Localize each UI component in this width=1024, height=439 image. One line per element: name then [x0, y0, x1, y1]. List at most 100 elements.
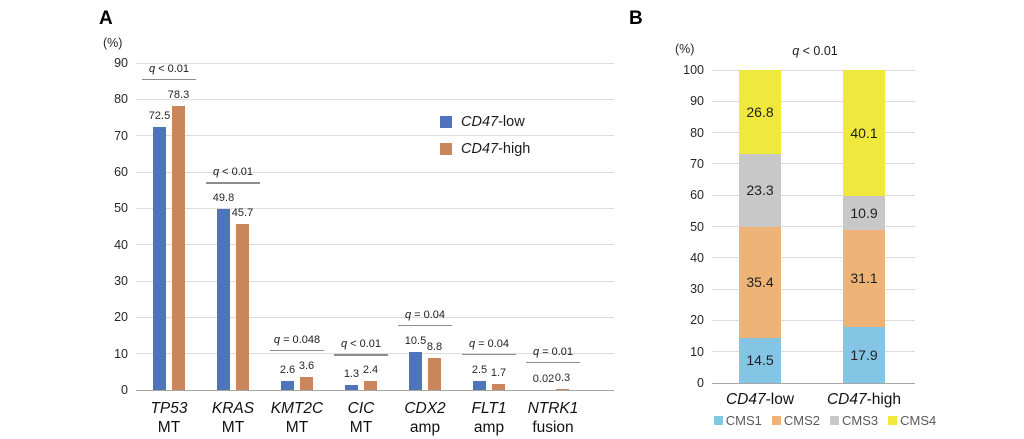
legend-item-cms3: CMS3	[830, 413, 878, 428]
gridline	[712, 382, 915, 384]
legend-label-cd47-low: CD47-low	[461, 114, 525, 130]
gridline	[712, 69, 915, 71]
bar-kras-cd47-high	[236, 223, 249, 390]
segment-value-label: 14.5	[746, 352, 774, 369]
y-tick-label: 0	[697, 376, 704, 390]
x-axis-label-gene: KMT2C	[270, 400, 324, 417]
y-tick-label: 50	[690, 219, 704, 234]
panel-b-y-axis-unit: (%)	[675, 42, 695, 56]
legend-label-cms4: CMS4	[900, 413, 937, 428]
legend-label-cd47-high: CD47-high	[461, 141, 531, 157]
x-axis-label-type: amp	[409, 419, 441, 436]
gridline	[136, 171, 614, 173]
significance-line	[334, 354, 388, 356]
gridline	[136, 316, 614, 318]
segment-cms1-cd47-high	[843, 326, 885, 383]
legend-swatch-cms4	[888, 416, 898, 425]
segment-value-label: 40.1	[850, 124, 878, 141]
panel-a-plot-area: 0 10 20 30 40 50 60 70 80 90 72.5 78.3 q < 0.01 TP53 M…	[114, 56, 614, 436]
segment-value-label: 35.4	[746, 274, 774, 291]
segment-value-label: 26.8	[746, 103, 774, 120]
y-tick-label: 90	[114, 56, 128, 70]
panel-a-label: A	[99, 8, 113, 29]
gridline	[712, 132, 915, 134]
gridline	[712, 163, 915, 165]
bar-value-label: 3.6	[298, 359, 315, 372]
legend-label-cms1: CMS1	[725, 413, 762, 428]
bar-cdx2-cd47-low	[409, 351, 422, 390]
significance-line	[142, 78, 196, 80]
bar-value-label: 72.5	[148, 109, 171, 122]
significance-line	[526, 361, 580, 364]
y-tick-label: 80	[690, 125, 704, 140]
x-axis-label: NTRK1 fusion	[505, 399, 601, 437]
x-axis-label-type: MT	[221, 419, 245, 436]
bar-value-label: 0.02	[532, 372, 555, 385]
segment-cms3-cd47-high	[843, 195, 885, 230]
y-tick-label: 90	[690, 94, 704, 109]
gridline	[136, 98, 614, 100]
gridline	[712, 226, 915, 227]
legend-swatch-cd47-low	[440, 116, 452, 128]
panel-a-y-axis-unit: (%)	[103, 36, 123, 50]
significance-label: q < 0.01	[212, 166, 254, 179]
significance-line	[270, 349, 324, 352]
significance-label: q = 0.01	[532, 345, 574, 358]
y-tick-label: 30	[690, 282, 704, 297]
significance-line	[398, 324, 452, 327]
y-tick-label: 10	[114, 346, 128, 361]
bar-kmt2c-cd47-high	[300, 376, 313, 390]
segment-cms4-cd47-low	[739, 70, 781, 154]
gridline	[136, 135, 614, 137]
x-axis-label-gene: TP53	[150, 400, 188, 417]
significance-label: q < 0.01	[148, 62, 190, 75]
segment-cms4-cd47-high	[843, 70, 885, 196]
x-axis-label-gene: CIC	[347, 400, 375, 417]
legend-swatch-cd47-high	[440, 143, 452, 155]
segment-value-label: 31.1	[850, 270, 878, 287]
significance-label: q < 0.01	[340, 338, 382, 351]
bar-flt1-cd47-low	[473, 380, 486, 390]
legend-label-cms3: CMS3	[842, 413, 879, 428]
legend-item-cms4: CMS4	[888, 413, 936, 428]
bar-value-label: 8.8	[426, 341, 443, 354]
bar-value-label: 2.4	[362, 364, 379, 377]
segment-cms1-cd47-low	[739, 337, 781, 383]
bar-value-label: 10.5	[404, 334, 427, 347]
segment-cms3-cd47-low	[739, 153, 781, 227]
segment-cms2-cd47-high	[843, 229, 885, 327]
bar-tp53-cd47-low	[153, 126, 166, 390]
legend-item-cms2: CMS2	[771, 413, 820, 428]
bar-tp53-cd47-high	[172, 105, 185, 390]
x-axis-label: CIC MT	[313, 399, 409, 437]
significance-label: q = 0.04	[468, 337, 510, 350]
gridline	[712, 100, 915, 102]
y-tick-label: 50	[114, 201, 128, 216]
bar-kmt2c-cd47-low	[281, 380, 294, 390]
x-axis-label-type: MT	[285, 419, 309, 436]
bar-value-label: 0.3	[554, 371, 571, 384]
legend-item-cms1: CMS1	[713, 413, 762, 428]
gridline	[136, 389, 614, 391]
x-axis-label-type: MT	[157, 419, 181, 436]
y-tick-label: 40	[114, 237, 128, 252]
gridline	[712, 319, 915, 321]
y-tick-label: 0	[121, 383, 128, 397]
legend-item-cd47-high: CD47-high	[440, 141, 530, 157]
x-axis-label-type: amp	[473, 419, 505, 436]
x-axis-label: CD47-high	[826, 391, 902, 408]
y-tick-label: 80	[114, 92, 128, 107]
gridline	[136, 280, 614, 282]
bar-ntrk1-cd47-high	[556, 388, 569, 390]
bar-cic-cd47-high	[364, 381, 377, 390]
x-axis-label: FLT1 amp	[441, 399, 537, 437]
legend-item-cd47-low: CD47-low	[440, 114, 530, 130]
segment-value-label: 10.9	[850, 204, 878, 221]
bar-value-label: 2.6	[279, 363, 296, 376]
y-tick-label: 30	[114, 274, 128, 288]
panel-b-legend: CMS1 CMS2 CMS3 CMS4	[705, 413, 945, 428]
y-tick-label: 70	[690, 156, 704, 171]
panel-a-legend: CD47-low CD47-high	[440, 114, 530, 168]
x-axis-label: KMT2C MT	[249, 399, 345, 437]
legend-swatch-cms2	[771, 416, 781, 425]
